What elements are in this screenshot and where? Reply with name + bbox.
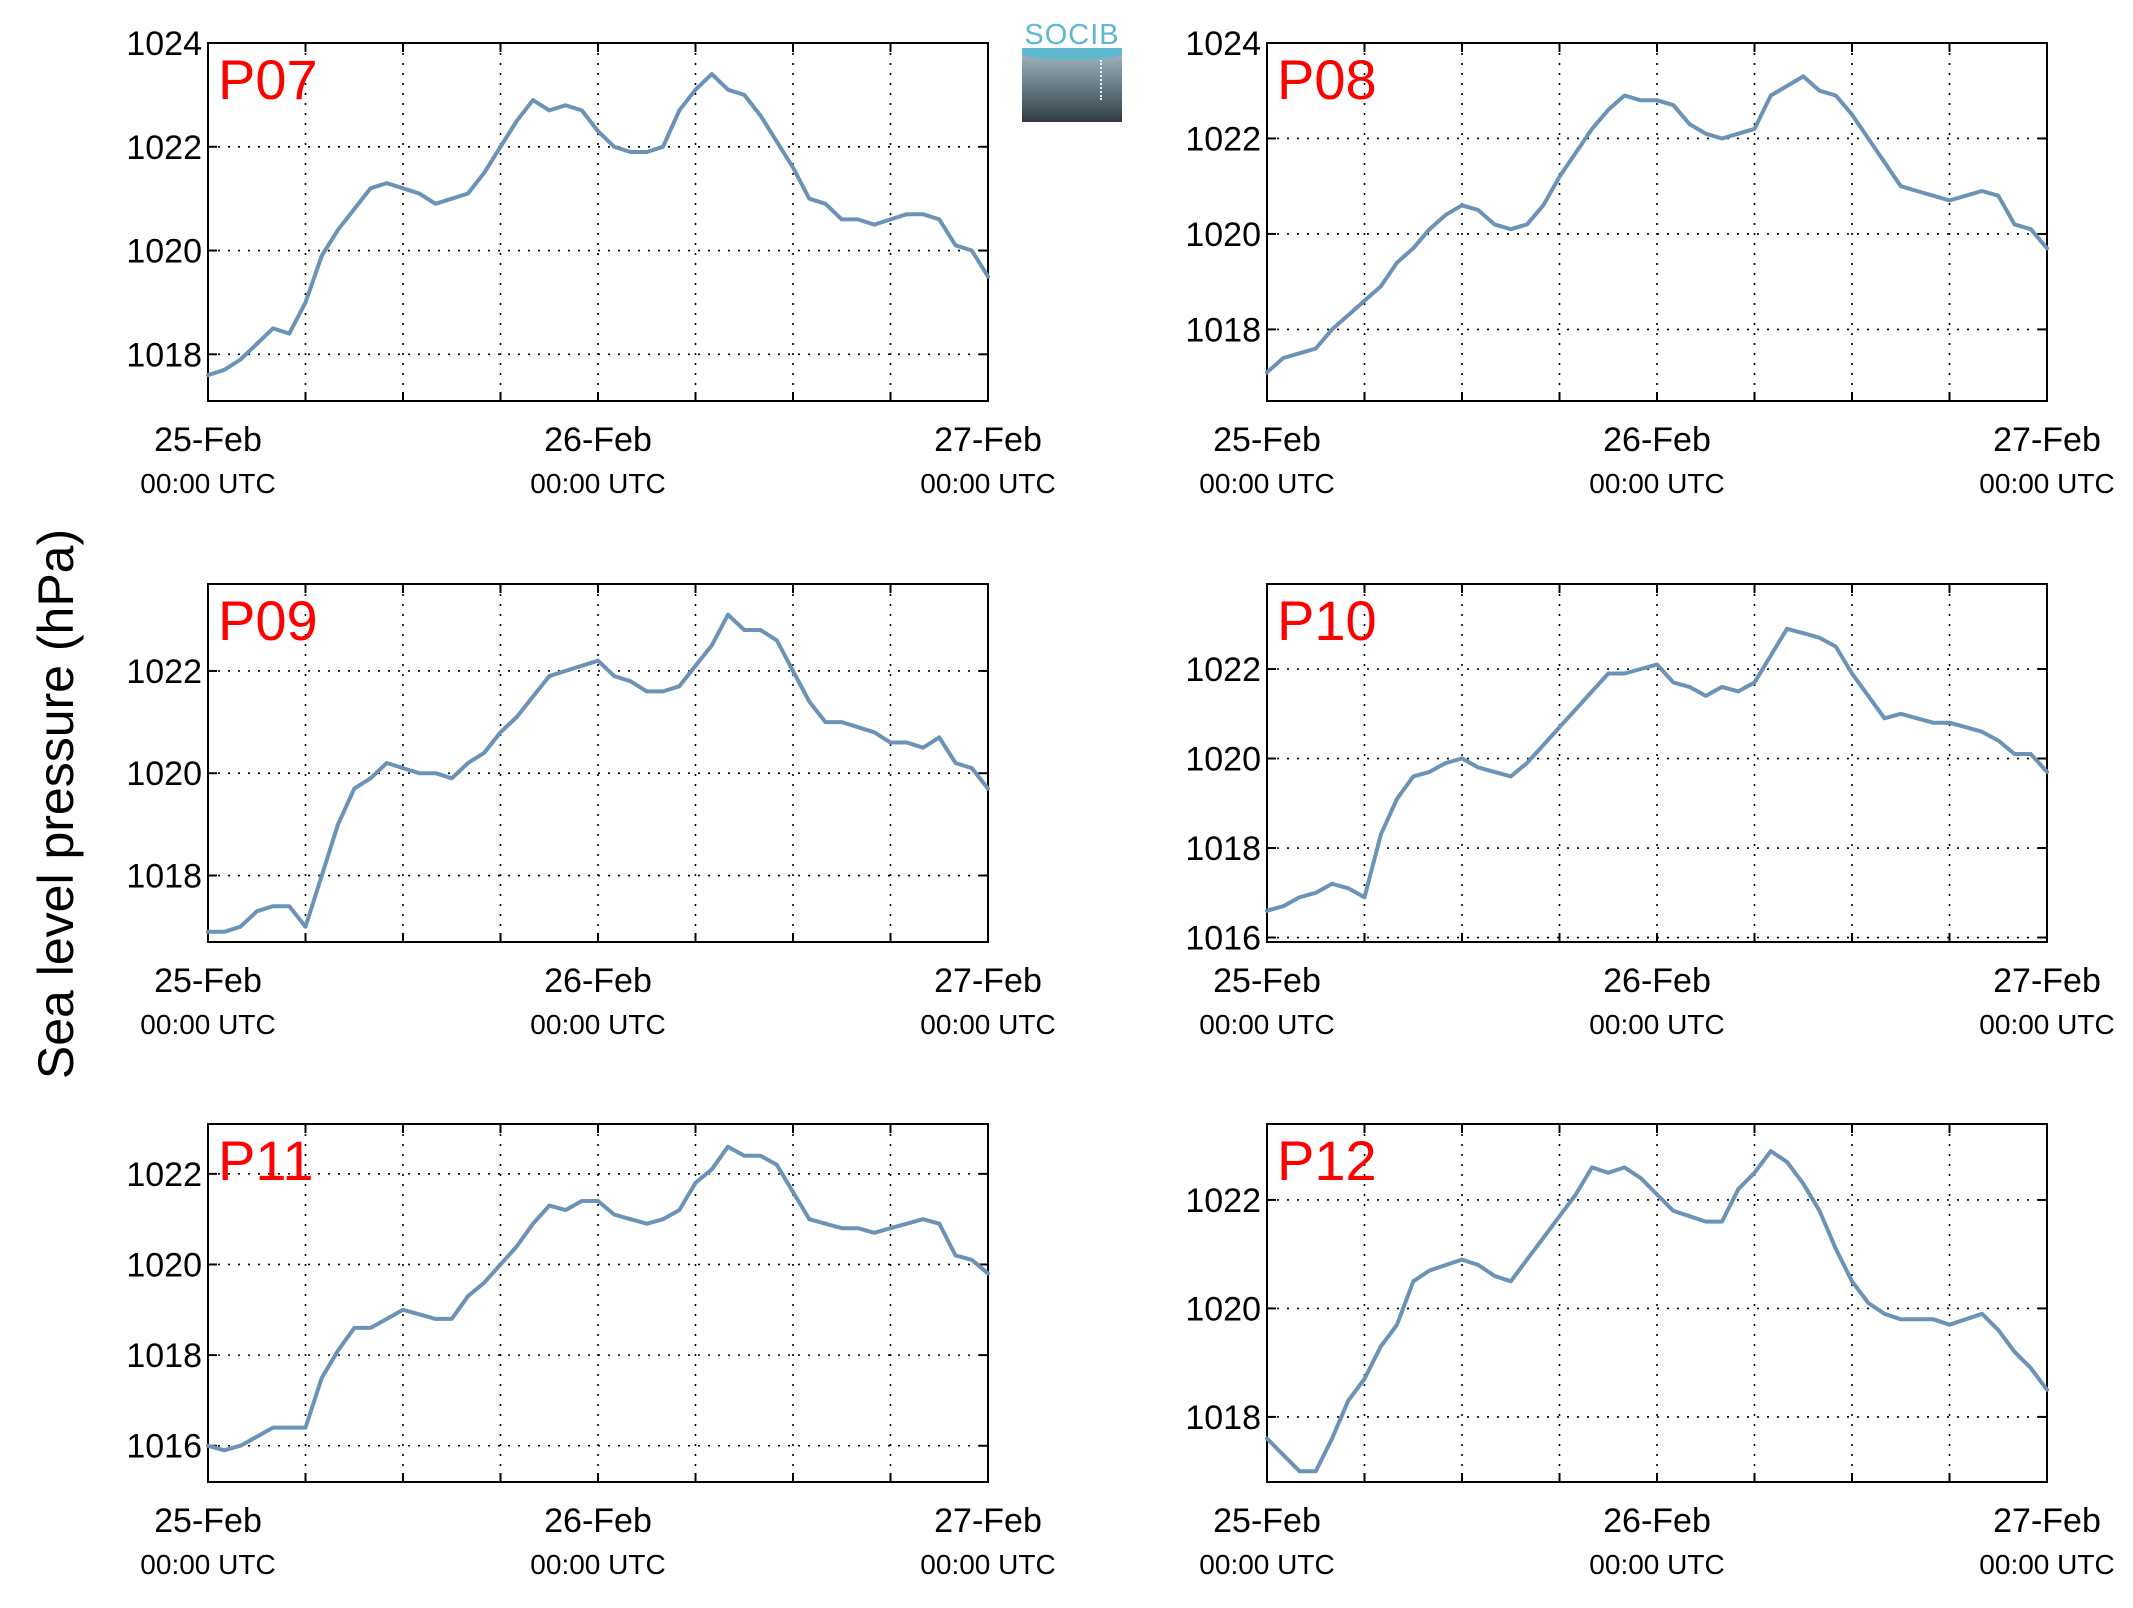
x-tick-label: 25-Feb: [1213, 1502, 1321, 1540]
y-tick-label: 1018: [1185, 830, 1261, 868]
x-tick-sublabel: 00:00 UTC: [530, 1009, 665, 1040]
x-tick-sublabel: 00:00 UTC: [920, 1009, 1055, 1040]
station-label: P08: [1277, 48, 1377, 111]
station-label: P11: [218, 1129, 313, 1192]
x-tick-sublabel: 00:00 UTC: [1589, 1549, 1724, 1580]
y-tick-label: 1016: [126, 1428, 202, 1466]
y-tick-label: 1016: [1185, 920, 1261, 958]
y-tick-label: 1018: [126, 858, 202, 896]
x-tick-label: 25-Feb: [154, 962, 262, 1000]
y-tick-label: 1020: [1185, 1290, 1261, 1328]
x-tick-sublabel: 00:00 UTC: [140, 1549, 275, 1580]
x-tick-label: 25-Feb: [1213, 962, 1321, 1000]
pressure-series-line: [1265, 626, 2049, 913]
x-tick-label: 27-Feb: [934, 421, 1042, 459]
x-tick-sublabel: 00:00 UTC: [920, 468, 1055, 499]
chart-panel-p10: 1016 1018 1020 1022 25-Feb 00:00 UTC 26-Feb 00:…: [1185, 583, 2115, 1040]
y-tick-label: 1020: [1185, 216, 1261, 254]
y-tick-label: 1020: [126, 755, 202, 793]
x-tick-sublabel: 00:00 UTC: [530, 1549, 665, 1580]
x-tick-label: 25-Feb: [154, 421, 262, 459]
x-tick-label: 26-Feb: [1603, 962, 1711, 1000]
pressure-series-line: [206, 72, 990, 378]
y-tick-label: 1020: [126, 1246, 202, 1284]
x-tick-sublabel: 00:00 UTC: [1199, 468, 1334, 499]
y-tick-label: 1018: [126, 1337, 202, 1375]
logo-text: SOCIB: [1024, 19, 1120, 51]
x-tick-label: 26-Feb: [544, 962, 652, 1000]
x-tick-label: 26-Feb: [1603, 1502, 1711, 1540]
station-label: P12: [1277, 1129, 1377, 1192]
chart-panel-p09: 1018 1020 1022 25-Feb 00:00 UTC 26-Feb 00:00 U…: [126, 583, 1056, 1040]
x-tick-label: 26-Feb: [544, 1502, 652, 1540]
y-tick-label: 1022: [1185, 120, 1261, 158]
x-tick-label: 25-Feb: [1213, 421, 1321, 459]
x-tick-sublabel: 00:00 UTC: [1979, 468, 2114, 499]
y-tick-label: 1018: [1185, 1399, 1261, 1437]
y-tick-label: 1018: [126, 336, 202, 374]
x-tick-label: 25-Feb: [154, 1502, 262, 1540]
chart-panel-p11: 1016 1018 1020 1022 25-Feb 00:00 UTC 26-Feb 00:…: [126, 1123, 1056, 1580]
station-label: P09: [218, 589, 318, 652]
y-tick-label: 1024: [1185, 25, 1261, 63]
logo-wave: [1022, 48, 1122, 60]
x-tick-sublabel: 00:00 UTC: [140, 468, 275, 499]
x-tick-label: 26-Feb: [1603, 421, 1711, 459]
y-tick-label: 1018: [1185, 311, 1261, 349]
station-label: P10: [1277, 589, 1377, 652]
chart-panel-p12: 1018 1020 1022 25-Feb 00:00 UTC 26-Feb 00:00 U…: [1185, 1123, 2115, 1580]
y-tick-label: 1020: [126, 233, 202, 271]
plot-frame: [1266, 583, 2048, 943]
x-tick-sublabel: 00:00 UTC: [1979, 1549, 2114, 1580]
x-tick-label: 26-Feb: [544, 421, 652, 459]
x-tick-label: 27-Feb: [1993, 1502, 2101, 1540]
socib-logo: SOCIB: [1022, 18, 1122, 122]
x-tick-sublabel: 00:00 UTC: [1589, 468, 1724, 499]
x-tick-sublabel: 00:00 UTC: [1979, 1009, 2114, 1040]
y-tick-label: 1024: [126, 25, 202, 63]
pressure-series-line: [206, 1144, 990, 1453]
plot-frame: [207, 583, 989, 943]
y-tick-label: 1022: [126, 1156, 202, 1194]
plot-frame: [1266, 42, 2048, 402]
x-tick-label: 27-Feb: [934, 962, 1042, 1000]
x-tick-sublabel: 00:00 UTC: [920, 1549, 1055, 1580]
chart-panel-p07: 1018 1020 1022 1024 25-Feb 00:00 UTC 26-Feb 00:…: [126, 25, 1055, 499]
y-tick-label: 1022: [126, 129, 202, 167]
y-tick-label: 1022: [1185, 1182, 1261, 1220]
chart-panel-p08: 1018 1020 1022 1024 25-Feb 00:00 UTC 26-Feb 00:…: [1185, 25, 2114, 499]
y-tick-label: 1022: [1185, 651, 1261, 689]
pressure-series-line: [206, 612, 990, 934]
pressure-series-line: [1265, 1149, 2049, 1474]
x-tick-sublabel: 00:00 UTC: [1199, 1009, 1334, 1040]
x-tick-label: 27-Feb: [1993, 421, 2101, 459]
x-tick-sublabel: 00:00 UTC: [140, 1009, 275, 1040]
logo-buoy-line: [1100, 60, 1102, 100]
pressure-series-line: [1265, 74, 2049, 375]
plot-frame: [207, 1123, 989, 1483]
x-tick-label: 27-Feb: [1993, 962, 2101, 1000]
station-label: P07: [218, 48, 318, 111]
x-tick-sublabel: 00:00 UTC: [530, 468, 665, 499]
x-tick-sublabel: 00:00 UTC: [1589, 1009, 1724, 1040]
plot-frame: [1266, 1123, 2048, 1483]
x-tick-label: 27-Feb: [934, 1502, 1042, 1540]
x-tick-sublabel: 00:00 UTC: [1199, 1549, 1334, 1580]
logo-water-block: [1022, 54, 1122, 122]
y-tick-label: 1020: [1185, 741, 1261, 779]
y-tick-label: 1022: [126, 653, 202, 691]
